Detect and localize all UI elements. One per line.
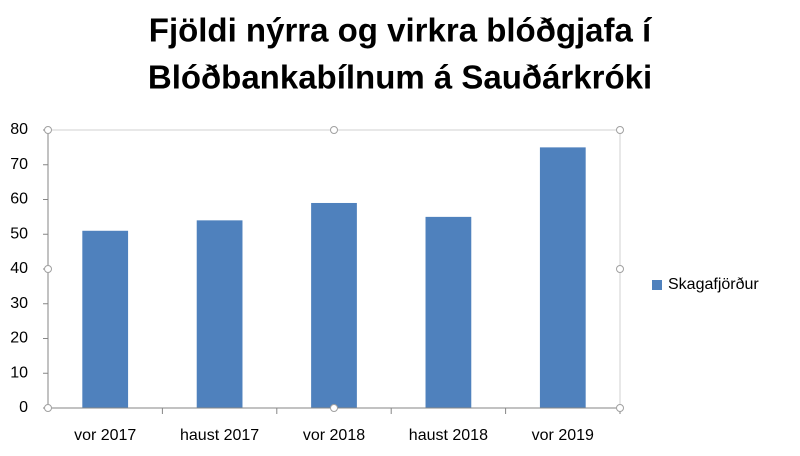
selection-handle	[616, 404, 624, 412]
y-tick-label: 50	[10, 225, 28, 242]
y-tick-label: 40	[10, 260, 28, 277]
selection-handle	[44, 404, 52, 412]
bar	[425, 216, 472, 408]
chart-title: Fjöldi nýrra og virkra blóðgjafa í	[149, 12, 653, 49]
selection-handle	[330, 404, 338, 412]
y-tick-label: 10	[10, 364, 28, 381]
y-tick-label: 70	[10, 156, 28, 173]
x-tick-label: vor 2017	[74, 427, 136, 444]
y-tick-label: 0	[19, 399, 28, 416]
selection-handle	[616, 265, 624, 273]
selection-handle	[44, 126, 52, 134]
bar	[311, 202, 357, 408]
selection-handle	[330, 126, 338, 134]
bar	[82, 230, 129, 408]
bar	[196, 220, 243, 408]
y-tick-label: 20	[10, 330, 28, 347]
x-tick-label: vor 2019	[532, 427, 594, 444]
chart-title: Blóðbankabílnum á Sauðárkróki	[148, 59, 652, 96]
selection-handle	[616, 126, 624, 134]
y-tick-label: 30	[10, 295, 28, 312]
legend-swatch	[652, 280, 662, 290]
x-tick-label: haust 2018	[409, 427, 488, 444]
y-tick-label: 80	[10, 121, 28, 138]
selection-handle	[44, 265, 52, 273]
bar	[539, 147, 586, 408]
y-tick-label: 60	[10, 191, 28, 208]
x-tick-label: haust 2017	[180, 427, 259, 444]
x-tick-label: vor 2018	[303, 427, 365, 444]
legend-label: Skagafjörður	[668, 276, 759, 293]
